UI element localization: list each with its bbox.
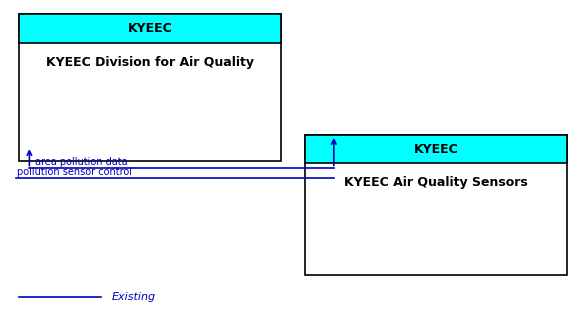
Text: KYEEC: KYEEC — [128, 22, 172, 35]
Text: pollution sensor control: pollution sensor control — [17, 167, 132, 177]
Bar — [305, 135, 567, 275]
Text: KYEEC Air Quality Sensors: KYEEC Air Quality Sensors — [344, 176, 528, 189]
Bar — [305, 135, 567, 163]
Bar — [19, 14, 281, 43]
Text: KYEEC: KYEEC — [414, 143, 458, 156]
Text: Existing: Existing — [112, 292, 156, 302]
Bar — [19, 14, 281, 160]
Text: area pollution data: area pollution data — [35, 157, 128, 167]
Text: KYEEC Division for Air Quality: KYEEC Division for Air Quality — [46, 56, 254, 69]
